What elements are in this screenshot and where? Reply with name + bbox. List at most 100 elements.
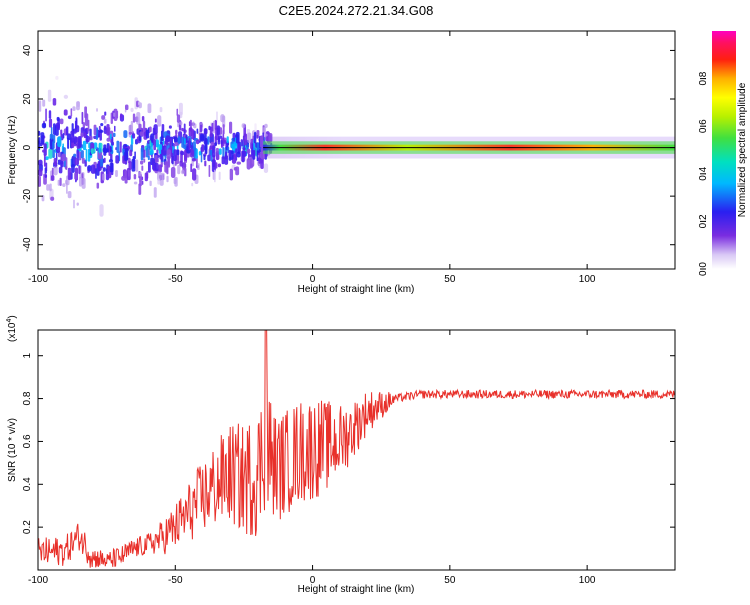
heatmap-blob xyxy=(53,165,58,176)
chart-title: C2E5.2024.272.21.34.G08 xyxy=(279,3,434,18)
heatmap-blob xyxy=(44,156,49,161)
heatmap-blob xyxy=(157,178,160,185)
heatmap-blob xyxy=(161,123,165,132)
heatmap-blob xyxy=(44,174,48,179)
bottom-y-tick-label: 0.4 xyxy=(22,477,33,491)
heatmap-blob xyxy=(48,148,53,159)
heatmap-blob xyxy=(217,137,221,145)
heatmap-blob xyxy=(48,110,52,119)
heatmap-blob xyxy=(220,114,225,123)
heatmap-blob xyxy=(82,140,87,151)
heatmap-blob xyxy=(228,149,232,158)
heatmap-blob xyxy=(85,135,90,143)
heatmap-blob xyxy=(241,123,246,128)
heatmap-blob xyxy=(67,115,72,120)
snr-panel: -100 -50 0 50 100 0.2 0.4 0.6 0.8 1 Height of st… xyxy=(6,315,676,595)
heatmap-blob xyxy=(138,101,140,105)
heatmap-blob xyxy=(67,167,72,181)
heatmap-blob xyxy=(66,183,68,194)
heatmap-blob xyxy=(236,151,241,158)
heatmap-blob xyxy=(248,154,252,158)
heatmap-blob xyxy=(104,111,107,116)
heatmap-blob xyxy=(50,196,55,201)
heatmap-blob xyxy=(204,160,207,167)
heatmap-blob xyxy=(85,149,88,162)
heatmap-blob xyxy=(110,133,112,140)
heatmap-blob xyxy=(97,151,103,160)
heatmap-blob xyxy=(221,156,225,165)
heatmap-blob xyxy=(179,121,183,126)
heatmap-blob xyxy=(211,159,216,173)
heatmap-blob xyxy=(67,191,72,199)
heatmap-blob xyxy=(173,136,178,143)
heatmap-blob xyxy=(96,108,98,112)
heatmap-blob xyxy=(72,106,76,111)
heatmap-blob xyxy=(231,143,235,149)
heatmap-blob xyxy=(43,122,46,128)
heatmap-blob xyxy=(149,126,152,133)
heatmap-blob xyxy=(154,154,158,163)
heatmap-blob xyxy=(52,149,55,159)
heatmap-blob xyxy=(147,161,151,173)
heatmap-blob xyxy=(119,141,122,153)
top-x-axis-label: Height of straight line (km) xyxy=(298,284,415,295)
heatmap-blob xyxy=(113,112,116,117)
heatmap-blob xyxy=(114,125,116,132)
heatmap-blob xyxy=(76,101,80,111)
heatmap-blob xyxy=(264,123,268,129)
heatmap-blob xyxy=(258,151,261,164)
heatmap-blob xyxy=(178,135,180,145)
heatmap-blob xyxy=(115,169,118,178)
spectrogram-frame xyxy=(37,30,676,270)
heatmap-blob xyxy=(93,142,98,150)
heatmap-blob xyxy=(91,148,94,155)
heatmap-blob xyxy=(184,149,188,161)
heatmap-blob xyxy=(204,137,208,151)
heatmap-blob xyxy=(181,169,185,175)
bottom-x-tick-label: -50 xyxy=(168,575,183,586)
heatmap-blob xyxy=(159,106,163,113)
heatmap-blob xyxy=(153,124,158,135)
heatmap-blob xyxy=(90,164,96,174)
heatmap-blob xyxy=(222,140,227,144)
heatmap-blob xyxy=(62,183,66,187)
heatmap-blob xyxy=(191,182,194,187)
heatmap-blob xyxy=(139,173,142,187)
heatmap-blob xyxy=(103,118,107,124)
heatmap-blob xyxy=(188,121,191,127)
heatmap-blob xyxy=(74,157,80,166)
colorbar-tick-label: 0.6 xyxy=(698,119,709,133)
heatmap-blob xyxy=(70,108,73,117)
heatmap-blob xyxy=(237,142,241,155)
heatmap-blob xyxy=(65,126,69,136)
top-y-tick-label: 40 xyxy=(22,44,33,56)
heatmap-blob xyxy=(161,173,165,181)
heatmap-blob xyxy=(65,179,68,185)
heatmap-blob xyxy=(124,151,129,161)
heatmap-blob xyxy=(57,179,61,186)
heatmap-blob xyxy=(214,169,216,183)
heatmap-blob xyxy=(75,118,78,129)
top-x-tick-label: -50 xyxy=(168,274,183,285)
bottom-x-tick-label: 0 xyxy=(310,575,316,586)
heatmap-blob xyxy=(81,111,84,125)
heatmap-blob xyxy=(109,146,112,152)
heatmap-blob xyxy=(166,149,171,160)
heatmap-blob xyxy=(229,121,233,134)
heatmap-blob xyxy=(229,168,234,181)
heatmap-blob xyxy=(93,148,96,153)
heatmap-blob xyxy=(42,149,47,153)
heatmap-blob xyxy=(58,166,63,174)
heatmap-blob xyxy=(48,118,53,128)
heatmap-blob xyxy=(188,138,191,151)
heatmap-blob xyxy=(147,103,152,114)
heatmap-blob xyxy=(233,167,237,171)
heatmap-blob xyxy=(256,150,259,162)
heatmap-blob xyxy=(192,168,197,181)
bottom-y-tick-label: 0.8 xyxy=(22,391,33,405)
heatmap-blob xyxy=(42,99,46,107)
heatmap-blob xyxy=(128,170,130,177)
bottom-x-axis-label: Height of straight line (km) xyxy=(298,584,415,595)
heatmap-blob xyxy=(181,127,184,132)
heatmap-blob xyxy=(87,165,92,172)
